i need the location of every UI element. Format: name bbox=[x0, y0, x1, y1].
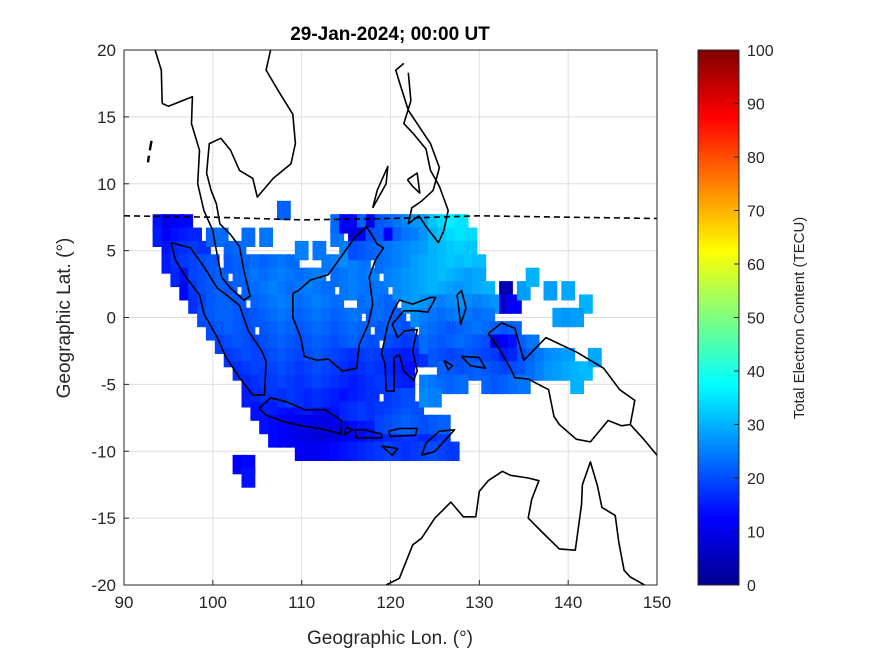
y-axis-label: Geographic Lat. (°) bbox=[54, 238, 75, 399]
y-tick-label: -10 bbox=[91, 442, 116, 461]
tec-cell bbox=[241, 468, 256, 488]
y-tick-label: 0 bbox=[107, 309, 116, 328]
tec-cell bbox=[543, 281, 558, 301]
coastline bbox=[395, 62, 449, 244]
coastline bbox=[196, 49, 297, 301]
y-tick-label: -5 bbox=[101, 375, 116, 394]
coastline bbox=[148, 140, 153, 151]
coastline bbox=[292, 225, 385, 372]
x-tick-label: 90 bbox=[115, 593, 134, 612]
coastline bbox=[343, 426, 354, 436]
x-tick-label: 100 bbox=[199, 593, 227, 612]
y-tick-label: 5 bbox=[107, 242, 116, 261]
colorbar-label: Total Electron Content (TECU) bbox=[791, 217, 808, 420]
x-tick-label: 150 bbox=[643, 593, 671, 612]
colorbar-tick-label: 70 bbox=[747, 204, 765, 221]
colorbar-tick-label: 100 bbox=[747, 43, 774, 60]
y-tick-label: -15 bbox=[91, 509, 116, 528]
colorbar-tick-label: 0 bbox=[747, 578, 756, 595]
tec-cell bbox=[428, 388, 442, 408]
tec-cell bbox=[401, 388, 416, 408]
coastline bbox=[354, 429, 383, 439]
colorbar-tick-label: 40 bbox=[747, 364, 765, 381]
tec-cell bbox=[241, 227, 256, 247]
tec-cell bbox=[570, 307, 584, 328]
y-tick-label: -20 bbox=[91, 576, 116, 595]
coastline bbox=[170, 241, 267, 396]
coastline bbox=[161, 96, 201, 184]
tec-cell bbox=[570, 374, 584, 395]
coastline bbox=[258, 397, 343, 435]
coastline bbox=[420, 429, 456, 457]
colorbar-tick-label: 30 bbox=[747, 418, 765, 435]
coastline bbox=[443, 359, 454, 371]
x-tick-label: 130 bbox=[465, 593, 493, 612]
x-axis-label: Geographic Lon. (°) bbox=[307, 628, 473, 649]
tec-cell bbox=[277, 200, 291, 221]
x-tick-label: 120 bbox=[376, 593, 404, 612]
coastline bbox=[154, 49, 163, 104]
y-tick-label: 15 bbox=[97, 108, 116, 127]
y-tick-labels: 20 15 10 5 0 -5 -10 -15 -20 bbox=[91, 41, 129, 595]
coastline bbox=[387, 427, 418, 438]
x-tick-labels: 90 100 110 120 130 140 150 bbox=[115, 580, 671, 612]
coastline bbox=[406, 172, 421, 194]
tec-cells bbox=[152, 200, 602, 488]
y-tick-label: 10 bbox=[97, 175, 116, 194]
colorbar-tick-label: 20 bbox=[747, 471, 765, 488]
tec-cell bbox=[454, 374, 469, 395]
colorbar-tick-label: 80 bbox=[747, 150, 765, 167]
magnetic-equator-line bbox=[123, 214, 658, 221]
tec-cell bbox=[587, 347, 602, 368]
tec-cell bbox=[436, 414, 451, 435]
coastline bbox=[487, 322, 658, 456]
chart-title: 29-Jan-2024; 00:00 UT bbox=[290, 24, 490, 45]
coastline bbox=[385, 461, 645, 586]
coastline bbox=[461, 355, 487, 370]
colorbar-tick-label: 50 bbox=[747, 311, 765, 328]
coastline bbox=[381, 445, 399, 457]
coastline bbox=[456, 290, 467, 325]
colorbar-tick-label: 90 bbox=[747, 97, 765, 114]
y-tick-label: 20 bbox=[97, 41, 116, 60]
coastline bbox=[487, 333, 631, 443]
tec-cell bbox=[525, 267, 540, 288]
colorbar-tick-label: 10 bbox=[747, 525, 765, 542]
tec-cell bbox=[445, 441, 460, 461]
coastline bbox=[380, 296, 437, 392]
coastline bbox=[371, 165, 389, 209]
tec-cell bbox=[294, 240, 309, 261]
tec-cell bbox=[259, 227, 273, 247]
x-tick-label: 110 bbox=[288, 593, 315, 612]
colorbar bbox=[697, 49, 740, 586]
coastlines bbox=[123, 49, 658, 586]
colorbar-tick-label: 60 bbox=[747, 257, 765, 274]
tec-cell bbox=[561, 281, 576, 301]
x-tick-label: 140 bbox=[554, 593, 582, 612]
coastline bbox=[146, 155, 151, 163]
